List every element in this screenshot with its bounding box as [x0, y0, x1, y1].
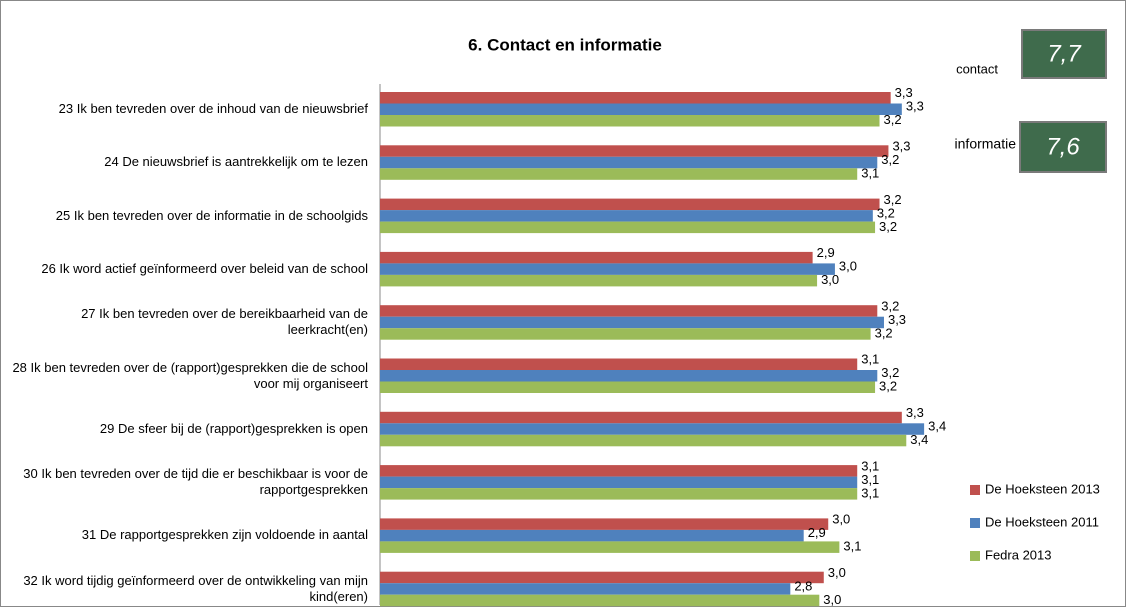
legend-swatch	[970, 518, 980, 528]
value-label: 3,2	[884, 192, 902, 207]
annotation-label: informatie	[955, 136, 1017, 152]
value-label: 2,9	[808, 525, 826, 540]
bar	[380, 145, 889, 157]
value-label: 3,2	[879, 379, 897, 394]
legend-swatch	[970, 485, 980, 495]
value-label: 3,0	[828, 565, 846, 580]
category-label: 30 Ik ben tevreden over de tijd die er b…	[23, 466, 368, 498]
value-label: 3,0	[821, 272, 839, 287]
bar	[380, 518, 829, 530]
bar	[380, 92, 891, 104]
bar	[380, 476, 858, 489]
bar	[380, 571, 824, 584]
bar	[380, 434, 907, 447]
category-label: 23 Ik ben tevreden over de inhoud van de…	[58, 101, 368, 116]
bar	[380, 381, 876, 393]
value-label: 3,2	[879, 219, 897, 234]
bar	[380, 274, 818, 287]
category-label: 27 Ik ben tevreden over de bereikbaarhei…	[81, 306, 368, 338]
value-label: 3,4	[928, 418, 946, 433]
value-label: 2,9	[817, 245, 835, 260]
bar	[380, 370, 878, 382]
value-label: 2,8	[794, 578, 812, 593]
annotation-score: 7,7	[1047, 40, 1082, 67]
bar	[380, 115, 880, 127]
category-label: 31 De rapportgesprekken zijn voldoende i…	[81, 527, 368, 543]
bar	[380, 358, 858, 370]
bar	[380, 156, 878, 169]
annotation-score: 7,6	[1046, 133, 1080, 160]
bar	[380, 251, 813, 264]
bar	[380, 488, 858, 500]
bar	[380, 103, 902, 115]
value-label: 3,3	[895, 85, 913, 100]
bar	[380, 594, 820, 607]
value-label: 3,2	[884, 112, 902, 127]
category-label: 26 Ik word actief geïnformeerd over bele…	[41, 260, 368, 276]
bar	[380, 305, 878, 317]
value-label: 3,1	[861, 485, 879, 500]
value-label: 3,0	[832, 512, 850, 527]
category-label: 29 De sfeer bij de (rapport)gesprekken i…	[99, 420, 368, 436]
category-label: 28 Ik ben tevreden over de (rapport)gesp…	[12, 359, 368, 391]
value-label: 3,0	[839, 259, 857, 274]
value-label: 3,2	[881, 365, 899, 380]
value-label: 3,1	[861, 472, 879, 487]
annotation-label: contact	[956, 61, 998, 76]
value-label: 3,4	[910, 432, 928, 447]
bar	[380, 541, 840, 553]
value-label: 3,3	[888, 312, 906, 327]
bar	[380, 316, 884, 329]
category-label: 32 Ik word tijdig geïnformeerd over de o…	[23, 572, 368, 604]
legend-label: Fedra 2013	[985, 547, 1052, 562]
value-label: 3,3	[906, 99, 924, 114]
score-board	[1021, 29, 1107, 79]
legend-swatch	[970, 551, 980, 561]
value-label: 3,0	[823, 592, 841, 607]
value-label: 3,1	[843, 539, 861, 554]
legend-label: De Hoeksteen 2013	[985, 481, 1100, 496]
legend-label: De Hoeksteen 2011	[985, 514, 1099, 529]
bar	[380, 263, 835, 275]
category-label: 25 Ik ben tevreden over de informatie in…	[55, 207, 368, 223]
bar	[380, 221, 876, 234]
bar	[380, 168, 858, 180]
value-label: 3,3	[892, 138, 910, 153]
category-label: 24 De nieuwsbrief is aantrekkelijk om te…	[104, 154, 368, 170]
value-label: 3,1	[861, 352, 879, 367]
bar	[380, 583, 791, 595]
bar	[380, 198, 880, 211]
bar	[380, 411, 902, 424]
bar	[380, 328, 871, 340]
bar	[380, 465, 858, 477]
value-label: 3,2	[881, 152, 899, 167]
value-label: 3,2	[881, 298, 899, 313]
bar	[380, 529, 804, 542]
chart-title: 6. Contact en informatie	[468, 35, 662, 54]
bar	[380, 210, 873, 222]
value-label: 3,2	[877, 205, 895, 220]
score-board	[1019, 121, 1107, 173]
bar	[380, 423, 925, 435]
value-label: 3,1	[861, 458, 879, 473]
value-label: 3,2	[875, 325, 893, 340]
value-label: 3,3	[906, 405, 924, 420]
value-label: 3,1	[861, 165, 879, 180]
